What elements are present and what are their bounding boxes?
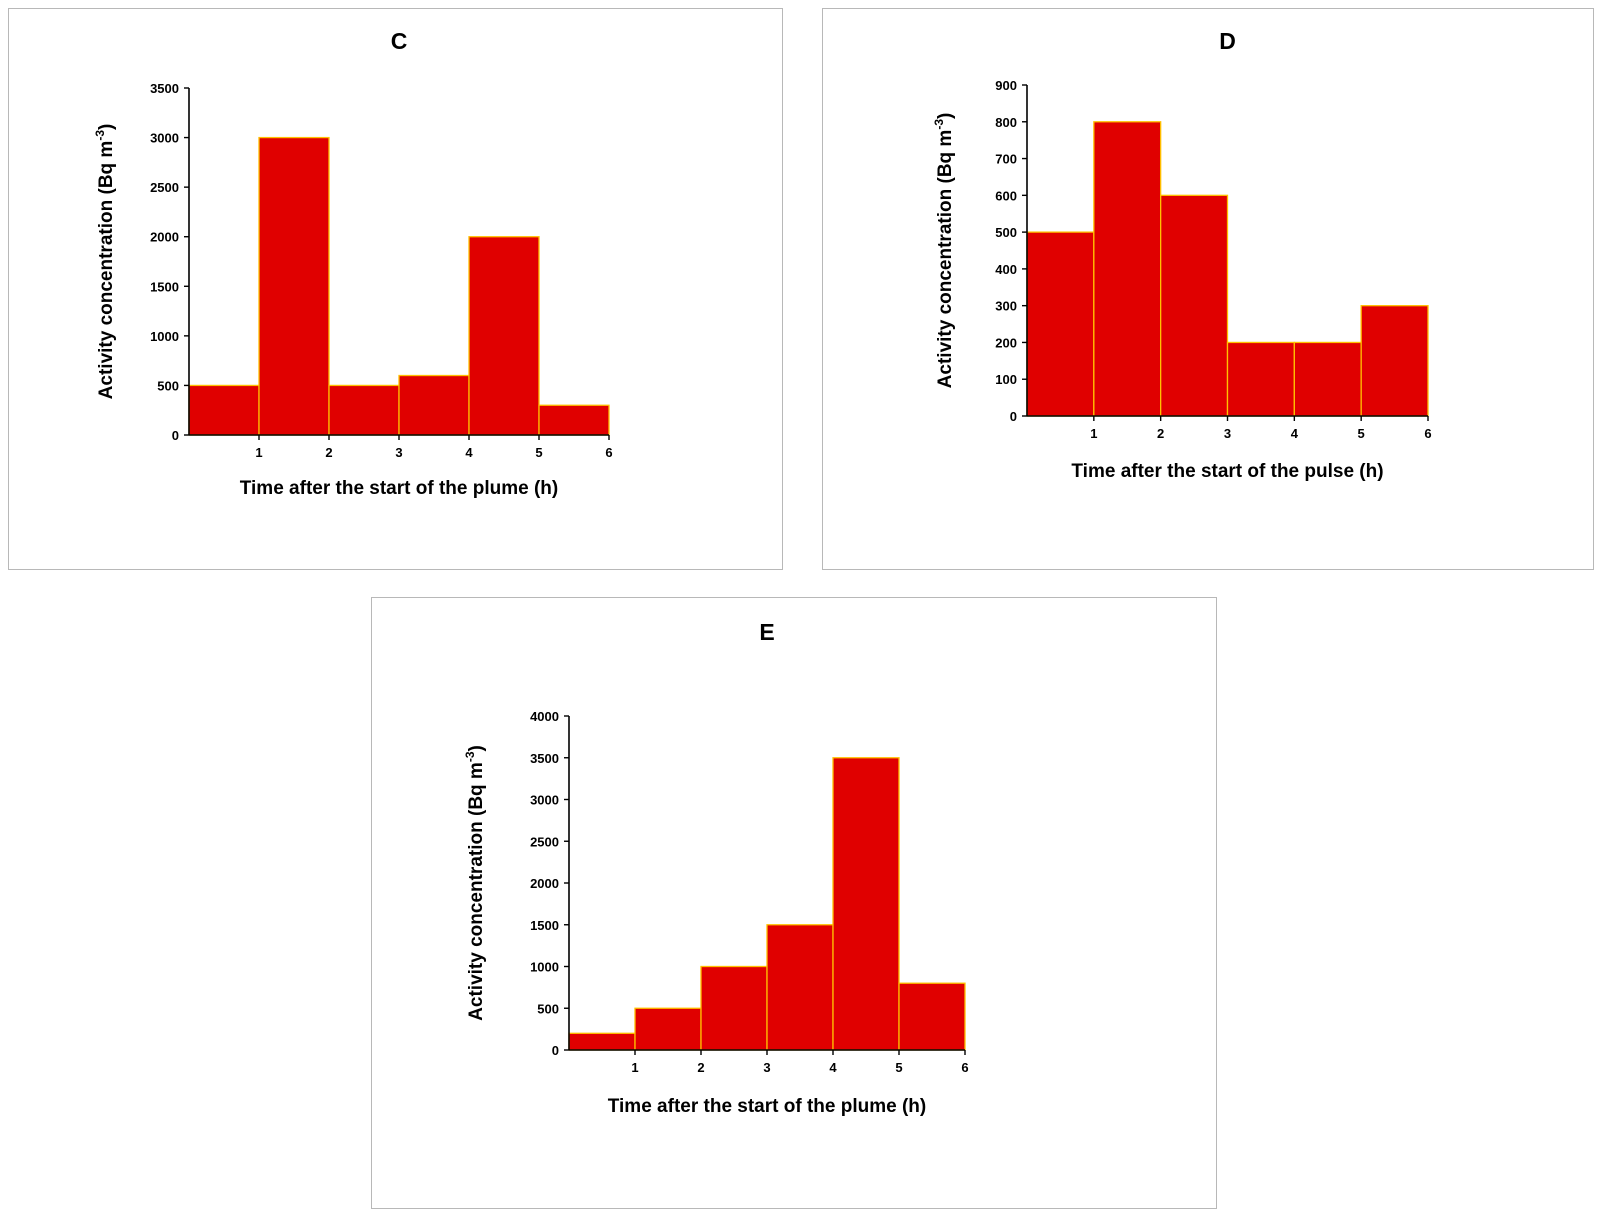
y-axis-label-sup-c: -3 bbox=[93, 130, 107, 141]
chart-panel-c: C 0 500 1000 1500 2000 2500 3000 3500 1 2 3 4 5 6 Time … bbox=[8, 8, 783, 570]
y-tick-label-c-1: 500 bbox=[157, 378, 179, 393]
x-axis-label-e: Time after the start of the plume (h) bbox=[608, 1096, 926, 1117]
y-axis-label-main-d: Activity concentration (Bq m bbox=[935, 130, 956, 389]
bar-d-1 bbox=[1026, 231, 1095, 417]
x-tick-label-c-3: 4 bbox=[465, 445, 473, 460]
bar-d-5 bbox=[1293, 341, 1362, 417]
y-tick-label-d-0: 0 bbox=[1010, 409, 1017, 424]
x-tick-label-c-2: 3 bbox=[395, 445, 402, 460]
bar-c-2 bbox=[258, 136, 330, 436]
y-tick-label-e-6: 3000 bbox=[530, 793, 559, 808]
y-axis-label-end-e: ) bbox=[466, 745, 487, 751]
y-tick-label-d-7: 700 bbox=[995, 152, 1017, 167]
y-tick-label-d-8: 800 bbox=[995, 115, 1017, 130]
chart-title-e: E bbox=[759, 619, 774, 645]
x-tick-label-d-3: 4 bbox=[1291, 426, 1299, 441]
y-tick-label-d-6: 600 bbox=[995, 188, 1017, 203]
bar-c-4 bbox=[398, 374, 470, 436]
bar-e-2 bbox=[634, 1007, 702, 1051]
y-axis-label-main-e: Activity concentration (Bq m bbox=[466, 762, 487, 1021]
y-tick-label-c-5: 2500 bbox=[150, 180, 179, 195]
y-axis-label-d: Activity concentration (Bq m-3) bbox=[932, 113, 956, 389]
chart-c: C 0 500 1000 1500 2000 2500 3000 3500 1 2 3 4 5 6 Time … bbox=[93, 28, 613, 499]
y-axis-label-sup-e: -3 bbox=[463, 751, 477, 762]
bar-e-1 bbox=[568, 1032, 636, 1051]
y-tick-label-e-0: 0 bbox=[552, 1043, 559, 1058]
y-tick-label-c-0: 0 bbox=[172, 428, 179, 443]
x-tick-label-c-0: 1 bbox=[255, 445, 262, 460]
x-axis-label-d: Time after the start of the pulse (h) bbox=[1071, 461, 1383, 482]
x-tick-label-e-2: 3 bbox=[763, 1060, 770, 1075]
bar-c-1 bbox=[188, 384, 260, 436]
x-axis-label-c: Time after the start of the plume (h) bbox=[240, 478, 558, 499]
y-tick-label-d-2: 200 bbox=[995, 335, 1017, 350]
y-tick-label-c-3: 1500 bbox=[150, 279, 179, 294]
y-tick-label-d-3: 300 bbox=[995, 299, 1017, 314]
x-tick-label-e-1: 2 bbox=[697, 1060, 704, 1075]
y-tick-label-d-5: 500 bbox=[995, 225, 1017, 240]
chart-title-d: D bbox=[1219, 28, 1236, 54]
y-tick-label-e-8: 4000 bbox=[530, 709, 559, 724]
y-tick-label-c-6: 3000 bbox=[150, 131, 179, 146]
chart-panel-e: E 0 500 1000 1500 2000 2500 3000 3500 4000 1 2 3 4 5 6 T… bbox=[371, 597, 1217, 1209]
y-tick-label-e-7: 3500 bbox=[530, 751, 559, 766]
bar-d-6 bbox=[1360, 305, 1429, 417]
x-tick-label-d-1: 2 bbox=[1157, 426, 1164, 441]
y-tick-label-c-4: 2000 bbox=[150, 230, 179, 245]
y-axis-label-end-c: ) bbox=[96, 124, 117, 130]
y-tick-label-e-2: 1000 bbox=[530, 960, 559, 975]
bar-d-3 bbox=[1160, 194, 1229, 417]
y-axis-label-c: Activity concentration (Bq m-3) bbox=[93, 124, 117, 400]
chart-e: E 0 500 1000 1500 2000 2500 3000 3500 4000 1 2 3 4 5 6 T… bbox=[463, 619, 969, 1117]
y-tick-label-e-3: 1500 bbox=[530, 918, 559, 933]
y-tick-label-e-5: 2500 bbox=[530, 834, 559, 849]
x-tick-label-c-4: 5 bbox=[535, 445, 542, 460]
chart-title-c: C bbox=[391, 28, 408, 54]
chart-d: D 0 100 200 300 400 500 600 700 800 900 1 2 3 4 5 6 Time … bbox=[932, 28, 1432, 482]
y-tick-label-e-1: 500 bbox=[537, 1001, 559, 1016]
bar-d-4 bbox=[1226, 341, 1295, 417]
bar-c-3 bbox=[328, 384, 400, 436]
y-axis-label-main-c: Activity concentration (Bq m bbox=[96, 141, 117, 400]
y-axis-label-end-d: ) bbox=[935, 113, 956, 119]
bar-e-3 bbox=[700, 965, 768, 1051]
chart-panel-d: D 0 100 200 300 400 500 600 700 800 900 1 2 3 4 5 6 Time … bbox=[822, 8, 1594, 570]
x-tick-label-e-5: 6 bbox=[961, 1060, 968, 1075]
y-tick-label-e-4: 2000 bbox=[530, 876, 559, 891]
y-tick-label-d-1: 100 bbox=[995, 372, 1017, 387]
y-axis-label-e: Activity concentration (Bq m-3) bbox=[463, 745, 487, 1021]
y-tick-label-d-9: 900 bbox=[995, 78, 1017, 93]
bar-d-2 bbox=[1093, 121, 1162, 417]
y-tick-label-c-2: 1000 bbox=[150, 329, 179, 344]
x-tick-label-c-1: 2 bbox=[325, 445, 332, 460]
x-tick-label-e-4: 5 bbox=[895, 1060, 902, 1075]
x-tick-label-e-3: 4 bbox=[829, 1060, 837, 1075]
bar-c-6 bbox=[538, 404, 610, 436]
x-tick-label-d-2: 3 bbox=[1224, 426, 1231, 441]
bar-c-5 bbox=[468, 236, 540, 436]
y-tick-label-d-4: 400 bbox=[995, 262, 1017, 277]
bar-e-4 bbox=[766, 924, 834, 1051]
x-tick-label-d-0: 1 bbox=[1090, 426, 1097, 441]
x-tick-label-c-5: 6 bbox=[605, 445, 612, 460]
x-tick-label-d-4: 5 bbox=[1358, 426, 1365, 441]
y-axis-label-sup-d: -3 bbox=[932, 119, 946, 130]
bar-e-5 bbox=[832, 757, 900, 1051]
x-tick-label-e-0: 1 bbox=[631, 1060, 638, 1075]
bar-e-6 bbox=[898, 982, 966, 1051]
y-tick-label-c-7: 3500 bbox=[150, 81, 179, 96]
x-tick-label-d-5: 6 bbox=[1424, 426, 1431, 441]
